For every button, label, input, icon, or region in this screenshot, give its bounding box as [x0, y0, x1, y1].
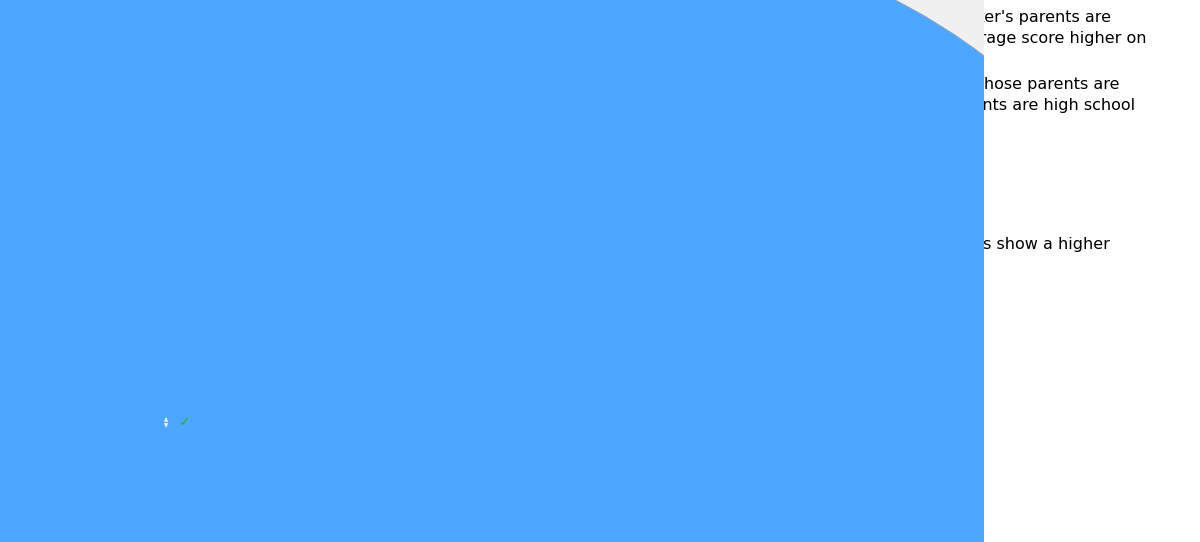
- FancyBboxPatch shape: [8, 164, 46, 202]
- Text: What is the point estimate of the difference between the means for the two popul: What is the point estimate of the differ…: [20, 379, 738, 394]
- Circle shape: [160, 331, 180, 343]
- Text: Formulate the hypotheses that can be used to determine whether the sample data s: Formulate the hypotheses that can be use…: [20, 237, 1110, 273]
- FancyBboxPatch shape: [30, 164, 46, 200]
- Text: Open spreadsheet: Open spreadsheet: [8, 215, 156, 230]
- Text: 0: 0: [182, 329, 193, 347]
- Text: $H_1 : \mu_1 - \mu_2$: $H_1 : \mu_1 - \mu_2$: [8, 350, 114, 372]
- Text: ▲: ▲: [143, 335, 148, 341]
- FancyBboxPatch shape: [30, 164, 46, 200]
- Text: $H_0 : \mu_1 - \mu_2$: $H_0 : \mu_1 - \mu_2$: [8, 329, 114, 351]
- Text: The comparisons of Scholastic Aptitude Test (SAT) scores based on the highest le: The comparisons of Scholastic Aptitude T…: [8, 10, 1147, 67]
- Circle shape: [174, 416, 196, 428]
- Text: Two samples are contained in the Excel Online file below. The first sample shows: Two samples are contained in the Excel O…: [8, 77, 1135, 134]
- Text: 0: 0: [182, 350, 193, 368]
- Text: ✓: ✓: [164, 330, 175, 344]
- FancyBboxPatch shape: [8, 412, 73, 434]
- Text: a.: a.: [8, 237, 25, 252]
- Text: higher: higher: [131, 414, 179, 429]
- Text: >: >: [121, 350, 137, 368]
- Circle shape: [160, 352, 180, 364]
- FancyBboxPatch shape: [0, 0, 1156, 542]
- Text: ≤: ≤: [121, 329, 137, 347]
- Text: ✓: ✓: [179, 415, 191, 429]
- Text: if parents are college grads.: if parents are college grads.: [197, 414, 422, 429]
- Text: points: points: [82, 414, 131, 429]
- Text: ▼: ▼: [143, 342, 148, 348]
- Text: μ₂ = population mean math score parents high school grads.: μ₂ = population mean math score parents …: [8, 302, 515, 320]
- Text: ✓: ✓: [164, 351, 175, 365]
- Text: ▲: ▲: [143, 356, 148, 362]
- Text: b.: b.: [8, 379, 26, 394]
- Text: μ₁ = population mean math score parents college grads.: μ₁ = population mean math score parents …: [8, 279, 479, 297]
- Text: X: X: [17, 171, 36, 195]
- Text: ▼: ▼: [143, 363, 148, 369]
- FancyBboxPatch shape: [30, 164, 46, 200]
- Text: ▲
▼: ▲ ▼: [164, 417, 168, 428]
